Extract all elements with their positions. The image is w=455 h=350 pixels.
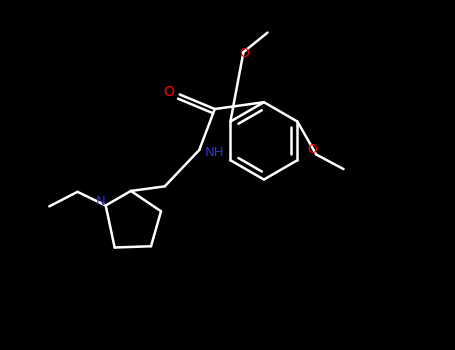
Text: O: O <box>308 144 318 156</box>
Text: NH: NH <box>205 146 224 159</box>
Text: N: N <box>96 195 105 208</box>
Text: O: O <box>163 85 174 99</box>
Text: O: O <box>239 47 249 60</box>
